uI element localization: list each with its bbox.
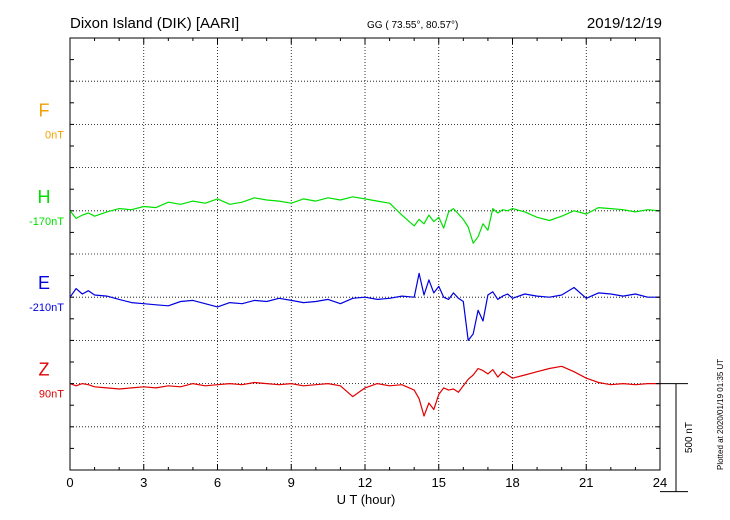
series-line-h <box>69 196 661 244</box>
component-letter-h: H <box>38 187 51 207</box>
x-axis: 0 3 6 9 12 15 18 21 24 <box>66 38 667 490</box>
date-label: 2019/12/19 <box>587 15 662 32</box>
x-tick-label: 12 <box>358 475 372 490</box>
x-tick-label: 0 <box>66 475 73 490</box>
component-baseline-f: 0nT <box>45 129 64 141</box>
station-title: Dixon Island (DIK) [AARI] <box>70 15 239 32</box>
x-tick-label: 21 <box>579 475 593 490</box>
component-letter-e: E <box>38 273 50 293</box>
x-tick-label: 3 <box>140 475 147 490</box>
grid-lines <box>70 38 660 470</box>
scale-bar-label: 500 nT <box>684 422 695 453</box>
component-labels: F 0nT H -170nT E -210nT Z 90nT <box>29 100 64 400</box>
component-baseline-h: -170nT <box>29 216 64 228</box>
scale-bar: 500 nT <box>660 383 695 493</box>
x-axis-label: U T (hour) <box>337 492 396 507</box>
series-group <box>69 196 661 417</box>
component-baseline-z: 90nT <box>39 389 64 401</box>
plotted-note: Plotted at 2020/01/19 01:35 UT <box>716 359 725 470</box>
series-line-e <box>69 272 660 341</box>
x-tick-label: 24 <box>653 475 667 490</box>
x-tick-label: 9 <box>288 475 295 490</box>
series-line-z <box>69 365 660 417</box>
component-letter-f: F <box>39 100 50 120</box>
component-letter-z: Z <box>39 360 50 380</box>
x-tick-label: 15 <box>432 475 446 490</box>
station-coordinates: GG ( 73.55°, 80.57°) <box>367 20 458 31</box>
x-tick-label: 6 <box>214 475 221 490</box>
x-tick-label: 18 <box>505 475 519 490</box>
component-baseline-e: -210nT <box>29 302 64 314</box>
